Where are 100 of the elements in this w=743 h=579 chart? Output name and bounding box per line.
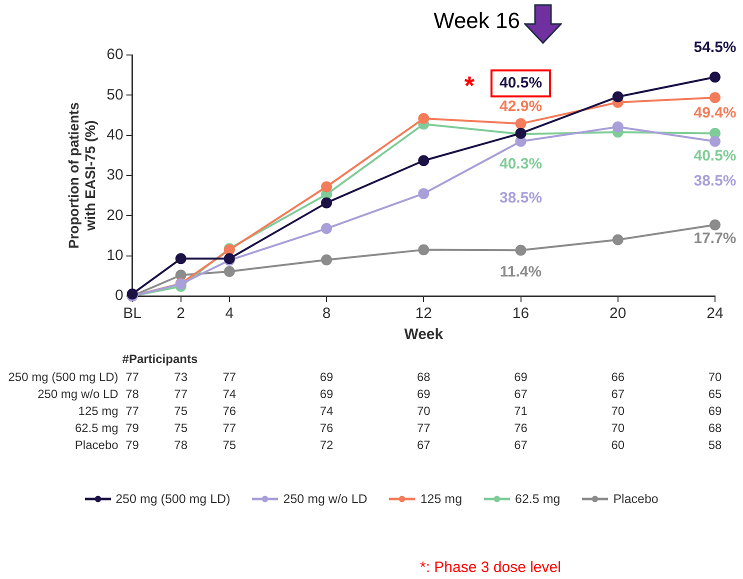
legend-label: 250 mg (500 mg LD) bbox=[116, 492, 230, 506]
point bbox=[612, 121, 624, 132]
y-axis-title: Proportion of patients with EASI-75 (%) bbox=[65, 102, 98, 249]
text: 69 bbox=[416, 387, 432, 401]
text: 79 bbox=[126, 421, 139, 435]
text: 76 bbox=[513, 421, 528, 435]
text: 77 bbox=[126, 370, 139, 384]
data-label: 49.4% bbox=[694, 104, 736, 122]
legend-label: 250 mg w/o LD bbox=[283, 492, 368, 506]
point bbox=[321, 181, 332, 192]
text: 65 bbox=[707, 387, 723, 401]
text: Week 16 bbox=[434, 8, 520, 34]
data-label: 38.5% bbox=[499, 190, 542, 206]
text: 68 bbox=[416, 370, 432, 384]
legend-label: 125 mg bbox=[420, 492, 462, 506]
point bbox=[126, 288, 138, 300]
legend-label: Placebo bbox=[613, 492, 658, 506]
data-label: 17.7% bbox=[694, 230, 736, 248]
x-tick-label: 8 bbox=[322, 305, 331, 322]
text: 70 bbox=[610, 404, 626, 418]
x-tick-label: 4 bbox=[225, 305, 234, 322]
data-label: 42.9% bbox=[499, 98, 542, 115]
text: 69 bbox=[318, 387, 334, 401]
point bbox=[418, 155, 430, 166]
x-tick-label: 16 bbox=[512, 305, 530, 322]
point bbox=[175, 253, 186, 264]
point bbox=[710, 72, 720, 83]
point bbox=[612, 91, 624, 102]
data-label: 40.5% bbox=[499, 74, 542, 92]
text: 62.5 mg bbox=[74, 421, 118, 435]
annotation: * bbox=[464, 70, 476, 100]
text: 77 bbox=[126, 404, 139, 418]
text: 71 bbox=[513, 404, 528, 418]
text: 67 bbox=[416, 438, 432, 452]
text: 69 bbox=[707, 404, 723, 418]
text: 74 bbox=[222, 387, 238, 401]
point bbox=[321, 197, 332, 208]
text: 73 bbox=[173, 370, 189, 384]
y-tick-label: 50 bbox=[106, 86, 124, 104]
y-tick-label: 60 bbox=[106, 46, 124, 64]
text: 250 mg (500 mg LD) bbox=[8, 370, 118, 384]
text: 70 bbox=[610, 421, 626, 435]
data-label: 54.5% bbox=[694, 39, 736, 56]
text: 69 bbox=[318, 370, 334, 384]
data-label: 38.5% bbox=[694, 172, 736, 190]
text: 79 bbox=[126, 438, 139, 452]
text: 76 bbox=[222, 404, 238, 418]
text: 76 bbox=[318, 421, 334, 435]
point bbox=[418, 188, 430, 200]
text: 69 bbox=[513, 370, 528, 384]
y-tick-label: 10 bbox=[106, 246, 124, 264]
text: 77 bbox=[222, 370, 238, 384]
point bbox=[175, 270, 186, 281]
text: 72 bbox=[318, 438, 334, 452]
text: #Participants bbox=[122, 352, 198, 366]
data-label: 40.5% bbox=[694, 147, 736, 164]
text: 250 mg w/o LD bbox=[38, 387, 118, 401]
text: 58 bbox=[707, 438, 723, 452]
point bbox=[612, 234, 624, 246]
x-tick-label: BL bbox=[123, 305, 142, 322]
point bbox=[515, 118, 526, 130]
point bbox=[418, 244, 430, 256]
text: 78 bbox=[173, 438, 189, 452]
text: 67 bbox=[513, 438, 528, 452]
text: 75 bbox=[173, 404, 189, 418]
text: 77 bbox=[416, 421, 432, 435]
text: 74 bbox=[318, 404, 334, 418]
point bbox=[710, 92, 720, 104]
text: 67 bbox=[610, 387, 626, 401]
text: 70 bbox=[416, 404, 432, 418]
x-axis-title: Week bbox=[404, 326, 444, 344]
point bbox=[321, 254, 332, 266]
y-tick-label: 0 bbox=[114, 287, 124, 304]
point bbox=[321, 223, 332, 234]
text: 70 bbox=[707, 370, 723, 384]
text: 60 bbox=[610, 438, 626, 452]
text: 67 bbox=[513, 387, 528, 401]
text: 68 bbox=[707, 421, 723, 435]
y-tick-label: 40 bbox=[106, 126, 124, 144]
text: 66 bbox=[610, 370, 626, 384]
point bbox=[710, 219, 720, 230]
text: 75 bbox=[222, 438, 238, 452]
data-label: 40.3% bbox=[499, 155, 542, 172]
text: 77 bbox=[173, 387, 189, 401]
text: *: Phase 3 dose level bbox=[420, 559, 561, 576]
x-tick-label: 12 bbox=[415, 305, 432, 322]
point bbox=[224, 266, 235, 277]
x-tick-label: 20 bbox=[610, 305, 626, 322]
text: 75 bbox=[173, 421, 189, 435]
text: Placebo bbox=[74, 438, 118, 452]
text: 78 bbox=[126, 387, 139, 401]
x-tick-label: 24 bbox=[706, 305, 724, 322]
x-tick-label: 2 bbox=[176, 305, 186, 322]
y-tick-label: 20 bbox=[106, 206, 124, 224]
point bbox=[515, 244, 526, 256]
text: 77 bbox=[222, 421, 238, 435]
data-label: 11.4% bbox=[500, 263, 542, 280]
text: 125 mg bbox=[78, 404, 118, 418]
point bbox=[418, 112, 430, 124]
point bbox=[710, 136, 720, 147]
